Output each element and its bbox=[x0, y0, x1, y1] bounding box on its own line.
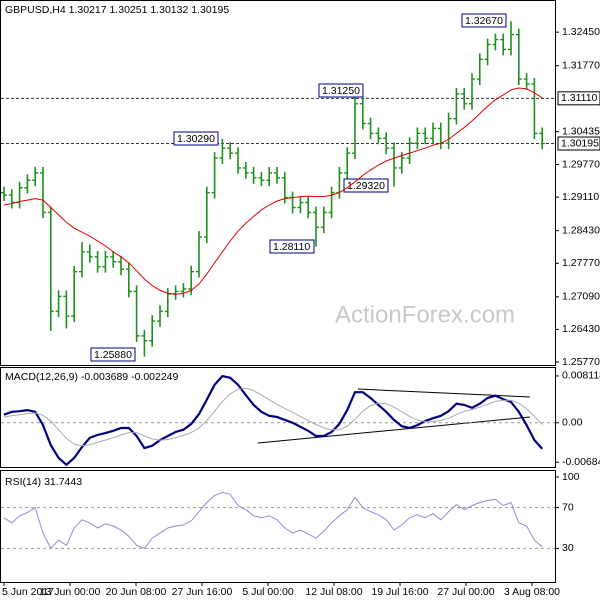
y-tick-label: 1.27090 bbox=[562, 291, 600, 303]
y-tick-label: 0.00 bbox=[562, 417, 583, 429]
y-tick-label: 1.32450 bbox=[562, 26, 600, 38]
watermark: ActionForex.com bbox=[335, 301, 515, 328]
x-tick-label: 27 Jul 00:00 bbox=[437, 586, 494, 598]
level-label: 1.30195 bbox=[561, 137, 599, 149]
x-tick-label: 5 Jul 00:00 bbox=[242, 586, 294, 598]
y-tick-label: 1.30435 bbox=[562, 125, 600, 137]
annotation-box bbox=[461, 13, 507, 28]
y-tick-label: 100 bbox=[562, 471, 580, 483]
x-tick-label: 13 Jun 00:00 bbox=[40, 586, 101, 598]
annotation-box bbox=[173, 131, 219, 146]
y-tick-label: 1.28430 bbox=[562, 224, 600, 236]
rsi-title: RSI(14) 31.7443 bbox=[5, 476, 82, 488]
y-tick-label: 1.26430 bbox=[562, 323, 600, 335]
y-tick-label: 70 bbox=[562, 501, 574, 513]
rsi-panel bbox=[0, 470, 556, 583]
trend-line bbox=[257, 416, 531, 444]
y-tick-label: 1.25770 bbox=[562, 356, 600, 368]
x-tick-label: 3 Aug 08:00 bbox=[504, 586, 560, 598]
annotation: 1.31250 bbox=[322, 85, 360, 97]
x-tick-label: 19 Jul 16:00 bbox=[371, 586, 428, 598]
level-box bbox=[557, 136, 600, 151]
main-panel bbox=[0, 0, 556, 366]
y-tick-label: 0.008118 bbox=[562, 370, 600, 382]
annotation: 1.30290 bbox=[177, 133, 215, 145]
level-label: 1.31110 bbox=[561, 92, 598, 104]
annotation-box bbox=[90, 347, 136, 362]
annotation-box bbox=[318, 83, 364, 98]
chart-title: GBPUSD,H4 1.30217 1.30251 1.30132 1.3019… bbox=[5, 4, 229, 16]
annotation: 1.32670 bbox=[465, 15, 503, 27]
annotation: 1.28110 bbox=[273, 241, 310, 253]
y-tick-label: -0.006844 bbox=[562, 456, 600, 468]
level-box bbox=[557, 91, 600, 106]
series-line bbox=[3, 87, 543, 295]
annotation: 1.25880 bbox=[94, 349, 132, 361]
series-line bbox=[3, 491, 543, 550]
y-tick-label: 1.29770 bbox=[562, 158, 600, 170]
annotation-box bbox=[269, 239, 315, 254]
series-line bbox=[3, 387, 543, 447]
y-tick-label: 1.31770 bbox=[562, 60, 600, 72]
macd-title: MACD(12,26,9) -0.003689 -0.002249 bbox=[5, 371, 179, 383]
x-tick-label: 5 Jun 2017 bbox=[2, 586, 54, 598]
x-tick-label: 27 Jun 16:00 bbox=[172, 586, 233, 598]
y-tick-label: 30 bbox=[562, 542, 574, 554]
x-tick-label: 20 Jun 08:00 bbox=[106, 586, 167, 598]
x-tick-label: 12 Jul 08:00 bbox=[305, 586, 362, 598]
y-tick-label: 1.27770 bbox=[562, 257, 600, 269]
annotation: 1.29320 bbox=[347, 180, 385, 192]
trend-line bbox=[357, 388, 531, 398]
y-tick-label: 1.29110 bbox=[562, 191, 599, 203]
series-line bbox=[3, 374, 544, 467]
